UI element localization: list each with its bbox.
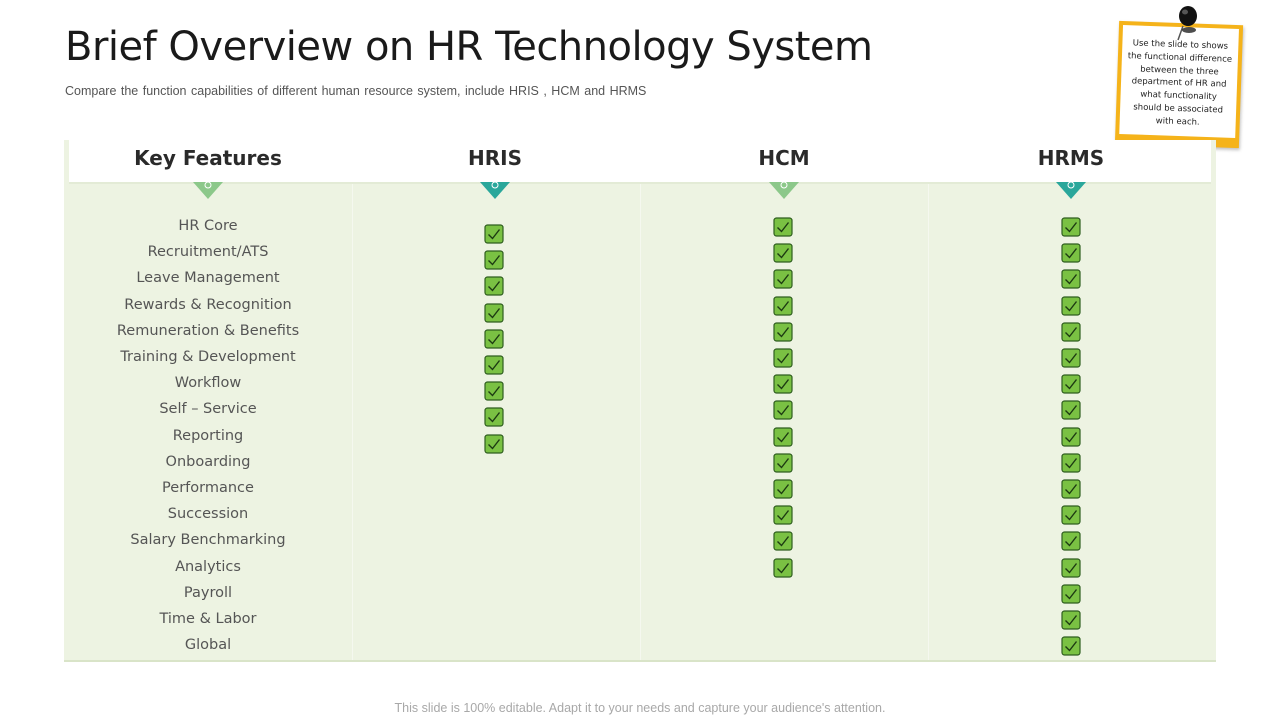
column-divider [640, 140, 641, 660]
checkmark-box-icon [484, 276, 504, 296]
push-pin-icon [1177, 6, 1197, 41]
checkmark-box-icon [1061, 295, 1081, 316]
feature-label: Succession [167, 506, 249, 523]
checkmark-box-icon [773, 426, 793, 447]
checkmark-box-icon [1061, 453, 1081, 473]
checkmark-box-icon [484, 433, 504, 454]
checkmark-box-icon [484, 329, 504, 349]
checkmark-box-icon [1061, 505, 1081, 525]
checkmark-box-icon [773, 217, 793, 237]
checkmark-box-icon [1061, 243, 1081, 263]
checkmark-box-icon [1061, 217, 1081, 237]
checkmark-box-icon [1061, 269, 1081, 289]
feature-label: Performance [162, 480, 254, 496]
feature-label: Reporting [172, 427, 244, 444]
checkmark-box-icon [1061, 479, 1081, 499]
header-hcm: HCM [758, 146, 810, 170]
feature-label: Leave Management [136, 270, 280, 287]
feature-label: Salary Benchmarking [130, 532, 286, 549]
feature-label: Self – Service [159, 401, 257, 418]
slide-subtitle: Compare the function capabilities of dif… [65, 84, 647, 98]
feature-label: Rewards & Recognition [124, 296, 292, 313]
checkmark-box-icon [773, 269, 793, 289]
checkmark-box-icon [773, 453, 793, 473]
feature-label: Time & Labor [159, 611, 257, 627]
feature-label: Payroll [183, 584, 233, 601]
checkmark-box-icon [773, 295, 793, 316]
slide-footer: This slide is 100% editable. Adapt it to… [394, 701, 886, 715]
checkmark-box-icon [773, 348, 793, 368]
checkmark-box-icon [773, 243, 793, 263]
header-hris: HRIS [468, 146, 522, 170]
header-key-features: Key Features [134, 146, 282, 170]
checkmark-box-icon [773, 479, 793, 499]
checkmark-box-icon [1061, 584, 1081, 604]
header-hrms: HRMS [1037, 146, 1105, 170]
checkmark-box-icon [1061, 531, 1081, 551]
feature-label: HR Core [178, 218, 238, 234]
checkmark-box-icon [484, 302, 504, 323]
down-triangle-marker-icon [193, 182, 223, 199]
checkmark-box-icon [773, 557, 793, 578]
feature-label: Remuneration & Benefits [116, 322, 300, 339]
checkmark-box-icon [1061, 636, 1081, 656]
checkmark-box-icon [1061, 348, 1081, 368]
checkmark-box-icon [1061, 610, 1081, 630]
checkmark-box-icon [1061, 400, 1081, 420]
checkmark-box-icon [1061, 426, 1081, 447]
checkmark-box-icon [484, 355, 504, 375]
down-triangle-marker-icon [1056, 182, 1086, 199]
checkmark-box-icon [773, 505, 793, 525]
column-divider [928, 140, 929, 660]
checkmark-box-icon [773, 374, 793, 394]
feature-label: Analytics [175, 558, 241, 575]
down-triangle-marker-icon [769, 182, 799, 199]
checkmark-box-icon [484, 250, 504, 270]
checkmark-box-icon [773, 322, 793, 342]
checkmark-box-icon [1061, 322, 1081, 342]
checkmark-box-icon [484, 224, 504, 244]
feature-label: Onboarding [165, 453, 251, 470]
feature-label: Training & Development [120, 349, 296, 365]
slide-title: Brief Overview on HR Technology System [65, 24, 873, 70]
checkmark-box-icon [773, 531, 793, 551]
down-triangle-marker-icon [480, 182, 510, 199]
checkmark-box-icon [1061, 557, 1081, 578]
comparison-table [64, 140, 1216, 662]
checkmark-box-icon [1061, 374, 1081, 394]
checkmark-box-icon [773, 400, 793, 420]
column-divider [352, 140, 353, 660]
checkmark-box-icon [484, 407, 504, 427]
feature-label: Global [184, 637, 232, 654]
feature-label: Recruitment/ATS [147, 244, 269, 261]
checkmark-box-icon [484, 381, 504, 401]
table-header [69, 140, 1211, 184]
feature-label: Workflow [174, 375, 242, 392]
